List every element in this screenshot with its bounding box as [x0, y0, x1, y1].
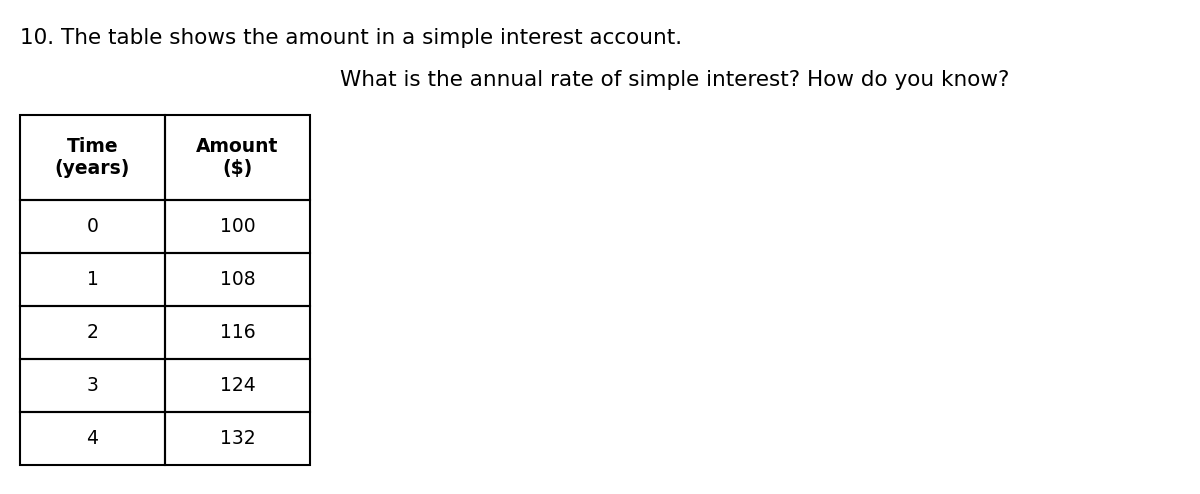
Bar	[166, 412, 310, 465]
Text: Time
(years): Time (years)	[55, 137, 130, 178]
Bar	[20, 115, 166, 200]
Text: 0: 0	[86, 217, 98, 236]
Bar	[20, 200, 166, 253]
Bar	[166, 253, 310, 306]
Text: Amount
($): Amount ($)	[197, 137, 278, 178]
Text: 4: 4	[86, 429, 98, 448]
Bar	[166, 115, 310, 200]
Text: 10. The table shows the amount in a simple interest account.: 10. The table shows the amount in a simp…	[20, 28, 682, 48]
Text: 132: 132	[220, 429, 256, 448]
Bar	[20, 359, 166, 412]
Bar	[20, 253, 166, 306]
Bar	[166, 200, 310, 253]
Text: 3: 3	[86, 376, 98, 395]
Text: 2: 2	[86, 323, 98, 342]
Text: 100: 100	[220, 217, 256, 236]
Text: 116: 116	[220, 323, 256, 342]
Text: 124: 124	[220, 376, 256, 395]
Bar	[166, 359, 310, 412]
Bar	[166, 306, 310, 359]
Text: 1: 1	[86, 270, 98, 289]
Bar	[20, 412, 166, 465]
Text: 108: 108	[220, 270, 256, 289]
Bar	[20, 306, 166, 359]
Text: What is the annual rate of simple interest? How do you know?: What is the annual rate of simple intere…	[340, 70, 1009, 90]
